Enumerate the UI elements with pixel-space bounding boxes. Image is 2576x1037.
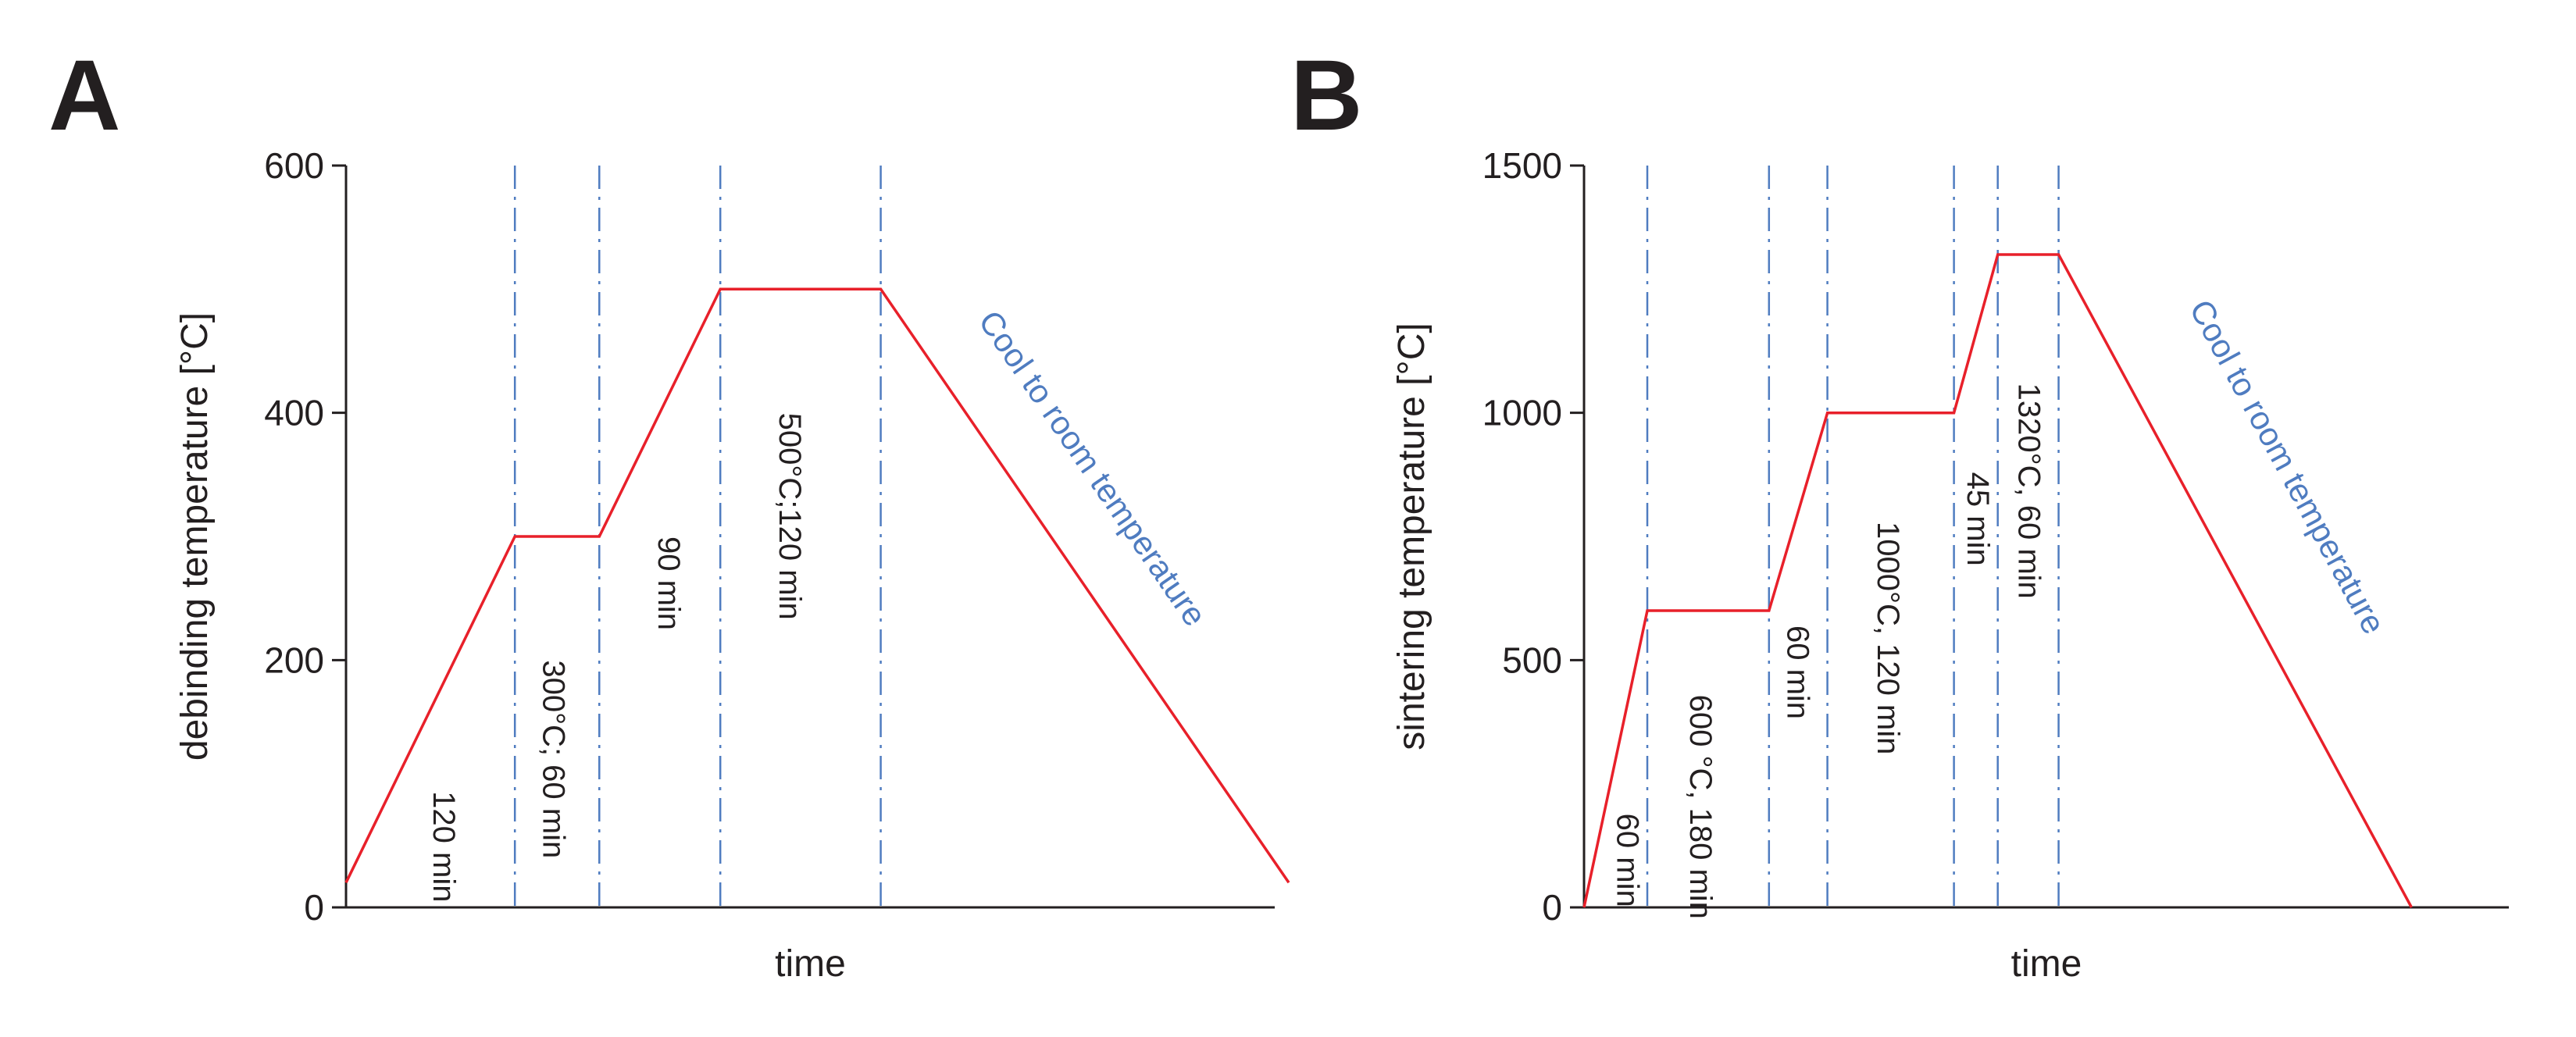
panel-a-plot: 0 200 400 600 time debinding temperature [°C]… — [174, 145, 1290, 985]
y-axis-title: debinding temperature [°C] — [174, 312, 216, 761]
y-tick-label-500: 500 — [1502, 640, 1562, 680]
cool-label: Cool to room temperature — [972, 304, 1214, 633]
temperature-profile-line — [344, 287, 1290, 884]
segment-label-4: 500°C;120 min — [772, 413, 807, 620]
panel-a: A 0 200 400 600 time debinding temperature [°… — [48, 40, 1290, 985]
panel-b: B 0 500 1000 1500 time sintering temperature … — [1290, 40, 2509, 985]
segment-label-2: 600 °C, 180 min — [1683, 695, 1718, 919]
y-tick-label-0: 0 — [1542, 887, 1562, 928]
panel-b-letter: B — [1290, 40, 1362, 151]
cool-label: Cool to room temperature — [2182, 294, 2392, 640]
y-tick-label-400: 400 — [264, 393, 324, 433]
segment-label-1: 120 min — [426, 791, 461, 902]
y-tick-label-1000: 1000 — [1482, 393, 1562, 433]
segment-label-6: 1320°C, 60 min — [2012, 383, 2046, 599]
y-tick-label-0: 0 — [304, 887, 324, 928]
y-tick-label-200: 200 — [264, 640, 324, 680]
x-axis-title: time — [2011, 943, 2082, 985]
segment-label-4: 1000°C, 120 min — [1871, 522, 1905, 754]
segment-label-2: 300°C; 60 min — [536, 660, 570, 858]
segment-label-3: 90 min — [651, 536, 686, 630]
y-axis-title: sintering temperature [°C] — [1391, 323, 1432, 750]
y-tick-label-600: 600 — [264, 145, 324, 186]
segment-label-3: 60 min — [1781, 625, 1815, 719]
x-axis-title: time — [775, 943, 846, 985]
segment-label-1: 60 min — [1610, 814, 1644, 907]
temperature-profile-line — [1582, 253, 2413, 908]
panel-a-letter: A — [48, 40, 120, 151]
panel-b-plot: 0 500 1000 1500 time sintering temperature [°… — [1391, 145, 2509, 985]
y-tick-label-1500: 1500 — [1482, 145, 1562, 186]
segment-label-5: 45 min — [1961, 472, 1995, 566]
